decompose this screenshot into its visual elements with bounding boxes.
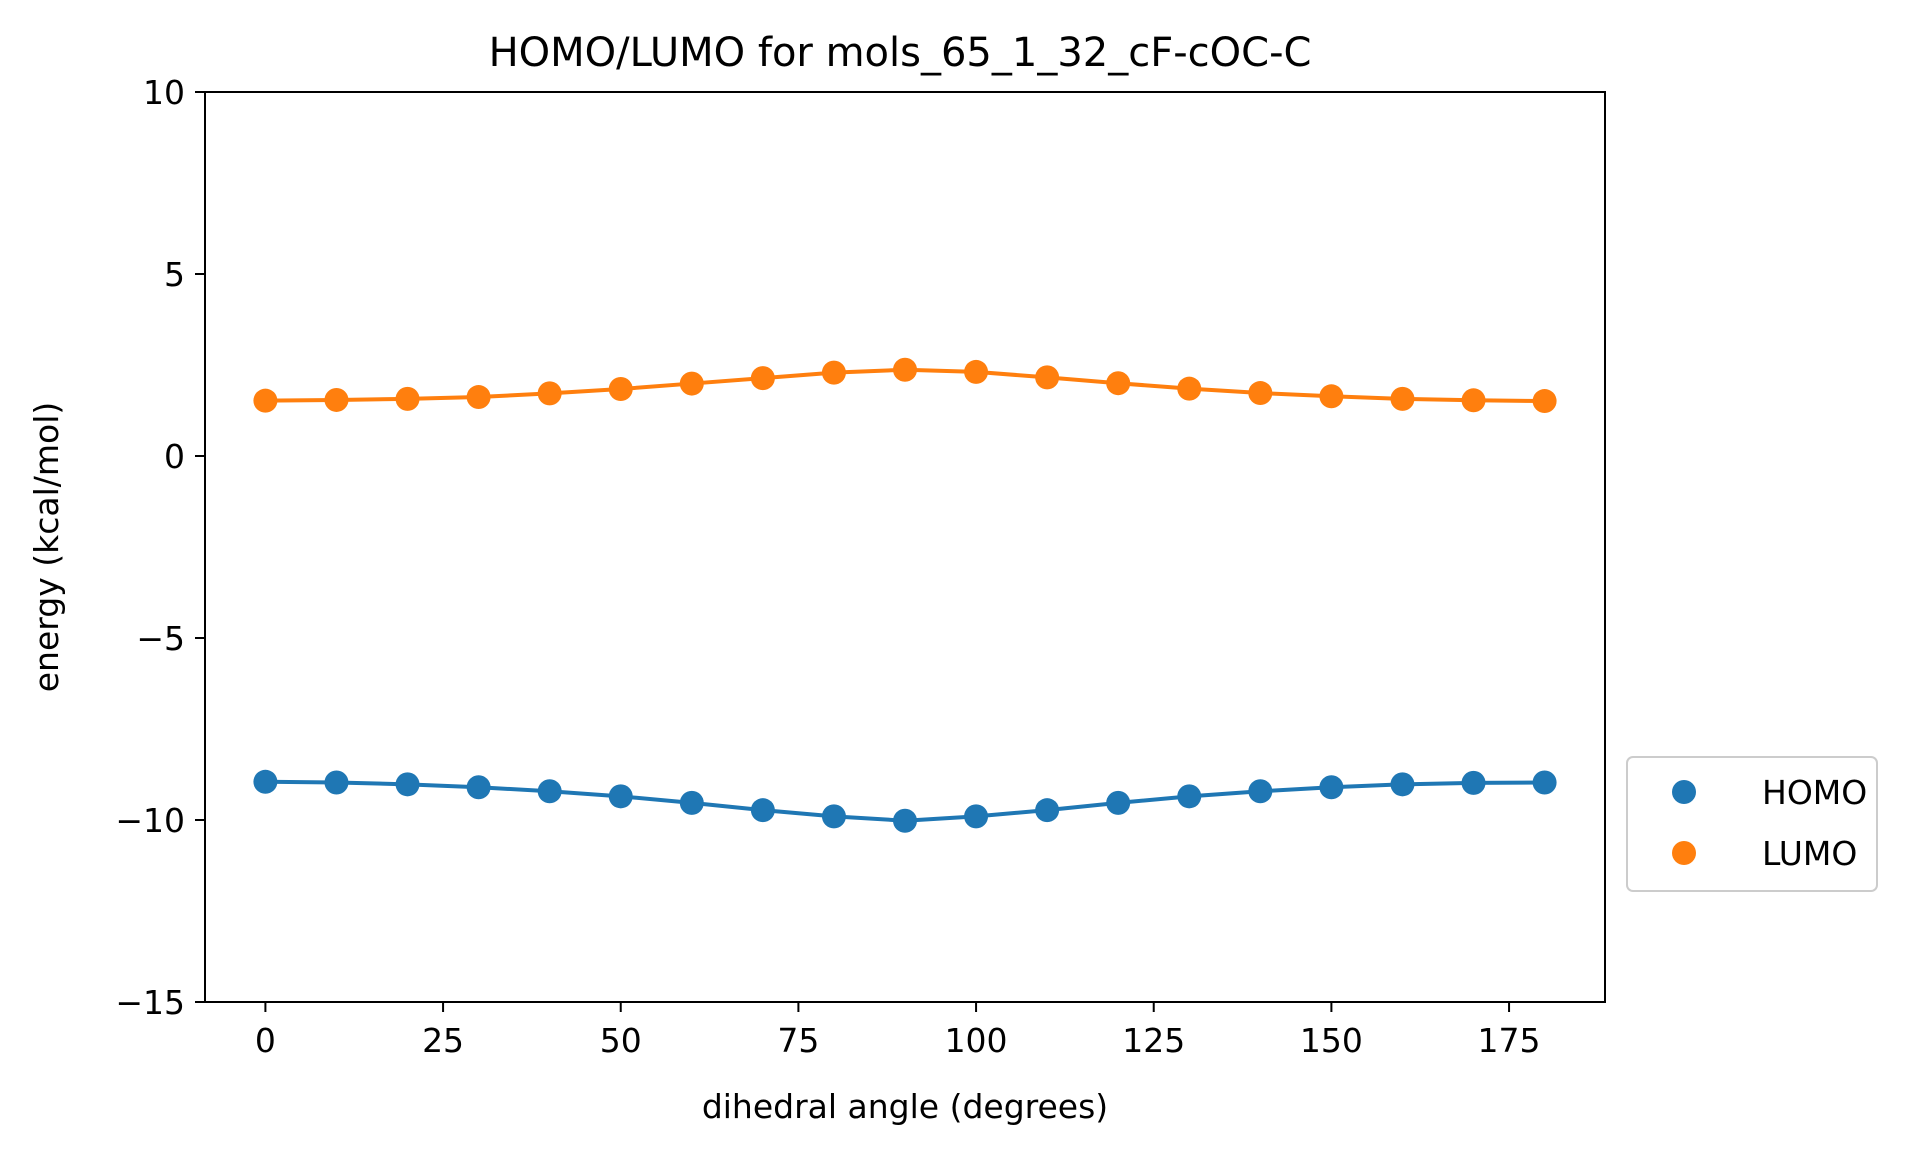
homo-data-point [821, 804, 846, 829]
lumo-data-point [537, 381, 562, 406]
x-axis: 0 25 50 75 100 125 150 175 [255, 1002, 1541, 1060]
homo-data-point [537, 779, 562, 804]
homo-data-point [1319, 775, 1344, 800]
x-tick-label: 175 [1478, 1021, 1541, 1060]
lumo-data-point [1035, 365, 1060, 390]
lumo-data-point [679, 371, 704, 396]
y-tick-label: 5 [164, 255, 185, 294]
homo-data-point [1248, 779, 1273, 804]
y-axis: −15 −10 −5 0 5 10 [115, 73, 205, 1022]
lumo-data-point [395, 386, 420, 411]
homo-data-point [608, 784, 633, 809]
y-tick-label: 0 [164, 437, 185, 476]
y-tick-label: −10 [115, 801, 185, 840]
lumo-legend-marker [1672, 841, 1696, 865]
lumo-data-point [253, 388, 278, 413]
homo-legend-marker [1672, 780, 1696, 804]
lumo-data-point [608, 377, 633, 402]
homo-data-point [1106, 790, 1131, 815]
lumo-legend-label: LUMO [1762, 834, 1857, 873]
homo-data-point [1461, 770, 1486, 795]
homo-data-point [324, 770, 349, 795]
homo-data-point [466, 775, 491, 800]
homo-data-point [750, 798, 775, 823]
lumo-data-point [1248, 381, 1273, 406]
series-layer [253, 357, 1557, 833]
lumo-data-point [324, 387, 349, 412]
lumo-data-point [1177, 376, 1202, 401]
legend: HOMO LUMO [1626, 756, 1878, 892]
homo-data-point [395, 772, 420, 797]
lumo-data-point [1532, 389, 1557, 414]
homo-data-point [964, 804, 989, 829]
lumo-data-point [466, 385, 491, 410]
homo-data-point [1035, 798, 1060, 823]
lumo-data-point [1106, 371, 1131, 396]
homo-data-point [253, 769, 278, 794]
homo-data-point [679, 790, 704, 815]
lumo-data-point [1319, 384, 1344, 409]
y-tick-label: −15 [115, 983, 185, 1022]
chart-title: HOMO/LUMO for mols_65_1_32_cF-cOC-C [489, 30, 1312, 76]
x-tick-label: 150 [1300, 1021, 1363, 1060]
lumo-data-point [750, 366, 775, 391]
x-tick-label: 25 [422, 1021, 464, 1060]
y-tick-label: −5 [136, 619, 185, 658]
x-tick-label: 0 [255, 1021, 276, 1060]
x-tick-label: 125 [1122, 1021, 1185, 1060]
lumo-data-point [893, 357, 917, 382]
homo-legend-label: HOMO [1762, 773, 1867, 812]
lumo-data-point [1390, 386, 1415, 411]
homo-data-point [1177, 784, 1202, 809]
y-axis-label: energy (kcal/mol) [27, 402, 66, 693]
plot-area-frame [204, 91, 1606, 1003]
lumo-data-point [964, 359, 989, 384]
homo-data-point [893, 808, 917, 833]
x-axis-label: dihedral angle (degrees) [702, 1087, 1108, 1126]
lumo-data-point [1461, 388, 1486, 413]
homo-data-point [1532, 770, 1557, 795]
y-tick-label: 10 [143, 73, 185, 112]
x-tick-label: 75 [777, 1021, 819, 1060]
lumo-data-point [821, 360, 846, 385]
homo-data-point [1390, 772, 1415, 797]
x-tick-label: 50 [600, 1021, 642, 1060]
x-tick-label: 100 [945, 1021, 1008, 1060]
